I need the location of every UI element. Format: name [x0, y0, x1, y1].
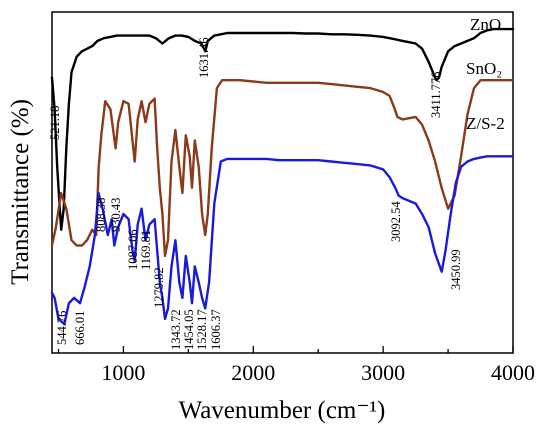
- peak-annotation: 544.76: [55, 311, 69, 345]
- peak-annotation: 1169.81: [139, 230, 153, 270]
- plot-frame: [51, 11, 514, 354]
- x-tick-label: 4000: [491, 360, 535, 385]
- x-axis-title: Wavenumber (cm⁻¹): [179, 397, 386, 424]
- peak-annotation: 1279.82: [152, 267, 166, 308]
- peak-annotation: 1343.72: [169, 309, 183, 350]
- series-name-label: ZnO: [470, 15, 501, 34]
- x-axis-ticks: 1000 2000 3000 4000: [57, 346, 535, 385]
- peak-annotation: 930.43: [109, 198, 123, 232]
- peak-annotation: 521.18: [48, 106, 62, 140]
- peak-annotation: 3450.99: [449, 249, 463, 290]
- peak-annotation: 3411.776: [429, 72, 443, 118]
- peak-annotation: 666.01: [73, 311, 87, 345]
- peak-annotation: 1087.06: [126, 229, 140, 270]
- peak-annotation: 1631.46: [197, 37, 211, 78]
- peak-annotation: 3092.54: [389, 201, 403, 242]
- zno-line: [50, 27, 515, 231]
- series-labels: ZnO SnO₂ Z/S-2: [466, 15, 505, 133]
- zs2-line: [50, 155, 515, 326]
- series-name-label: SnO₂: [466, 59, 502, 78]
- x-tick-label: 3000: [361, 360, 405, 385]
- y-axis-title: Transmittance (%): [7, 99, 34, 285]
- peak-annotation: 1528.17: [195, 309, 209, 350]
- peak-annotations: 521.18 1631.46 3411.776 808.38 930.431087.06…: [48, 37, 463, 350]
- peak-annotation: 1454.05: [182, 309, 196, 350]
- peak-annotation: 808.38: [94, 198, 108, 232]
- peak-annotation: 1606.37: [209, 309, 223, 350]
- x-tick-label: 1000: [101, 360, 145, 385]
- x-tick-label: 2000: [231, 360, 275, 385]
- plot-area: [51, 11, 514, 354]
- series-name-label: Z/S-2: [466, 114, 505, 133]
- sno2-line: [50, 79, 515, 258]
- series-layer: [50, 27, 515, 326]
